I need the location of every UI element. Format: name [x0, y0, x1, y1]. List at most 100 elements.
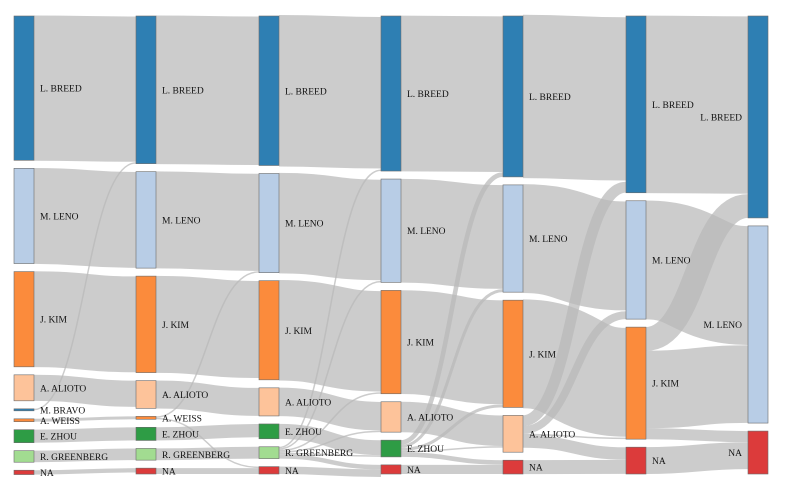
flow-link-breed-to-breed	[33, 15, 137, 162]
node-leno-round-1	[13, 168, 35, 264]
flow-link-leno-to-leno	[278, 172, 382, 281]
label-leno-round-4: M. LENO	[407, 227, 446, 237]
flow-link-alioto-to-breed	[521, 181, 628, 427]
label-na-round-6: NA	[652, 457, 666, 467]
node-kim-round-6	[625, 326, 647, 440]
label-leno-round-1: M. LENO	[40, 212, 79, 222]
node-zhou-round-2	[135, 426, 157, 441]
label-alioto-round-4: A. ALIOTO	[407, 413, 453, 423]
node-zhou-round-1	[13, 429, 35, 443]
flow-link-greenberg-to-greenberg	[33, 448, 137, 463]
node-greenberg-round-3	[258, 446, 280, 459]
flow-link-greenberg-to-greenberg	[155, 446, 260, 461]
node-leno-round-6	[625, 200, 647, 320]
candidate-nodes	[13, 15, 769, 475]
flow-link-kim-to-kim	[278, 279, 382, 392]
label-na-round-2: NA	[162, 468, 176, 478]
label-alioto-round-2: A. ALIOTO	[162, 391, 208, 401]
label-breed-round-5: L. BREED	[529, 93, 571, 103]
node-alioto-round-5	[502, 415, 524, 453]
label-leno-round-5: M. LENO	[529, 235, 568, 245]
label-kim-round-1: J. KIM	[40, 316, 67, 326]
label-breed-round-3: L. BREED	[285, 87, 327, 97]
flow-link-breed-to-breed	[278, 14, 382, 169]
node-na-round-3	[258, 466, 280, 475]
node-na-round-6	[625, 446, 647, 475]
label-kim-round-5: J. KIM	[529, 350, 556, 360]
flow-link-zhou-to-zhou	[33, 427, 137, 443]
label-na-round-5: NA	[529, 464, 543, 474]
flow-link-greenberg-to-alioto	[278, 430, 382, 453]
flow-link-na-to-na	[278, 466, 382, 477]
flow-link-alioto-to-alioto	[155, 380, 260, 416]
label-breed-round-4: L. BREED	[407, 90, 449, 100]
flow-link-weiss-to-weiss	[33, 416, 137, 422]
label-kim-round-3: J. KIM	[285, 327, 312, 337]
label-alioto-round-3: A. ALIOTO	[285, 398, 331, 408]
node-na-round-4	[380, 464, 402, 475]
node-kim-round-4	[380, 290, 402, 395]
flow-link-zhou-to-zhou	[278, 423, 382, 456]
node-greenberg-round-2	[135, 448, 157, 461]
flow-link-zhou-to-alioto	[400, 446, 504, 453]
label-greenberg-round-1: R. GREENBERG	[40, 453, 108, 463]
flow-link-leno-to-leno	[155, 171, 260, 271]
flow-link-greenberg-to-kim	[278, 392, 382, 452]
node-breed-round-4	[380, 15, 402, 172]
flow-link-greenberg-to-leno	[278, 280, 382, 450]
label-na-round-7: NA	[728, 449, 742, 459]
label-breed-round-6: L. BREED	[652, 101, 694, 111]
label-zhou-round-2: E. ZHOU	[162, 430, 199, 440]
flow-link-zhou-to-zhou	[155, 423, 260, 441]
flow-link-leno-to-leno	[33, 168, 137, 268]
node-na-round-1	[13, 469, 35, 475]
flow-link-weiss-to-leno	[155, 271, 260, 418]
label-kim-round-4: J. KIM	[407, 339, 434, 349]
flow-link-alioto-to-alioto	[400, 401, 504, 447]
node-na-round-2	[135, 467, 157, 475]
flow-link-kim-to-kim	[155, 275, 260, 379]
label-alioto-round-1: A. ALIOTO	[40, 384, 86, 394]
flow-link-weiss-to-na	[155, 417, 260, 469]
flow-link-kim-to-leno	[645, 345, 749, 429]
flow-link-zhou-to-kim	[400, 404, 504, 451]
node-weiss-round-2	[135, 416, 157, 420]
label-greenberg-round-2: R. GREENBERG	[162, 451, 230, 461]
label-kim-round-6: J. KIM	[652, 380, 679, 390]
node-breed-round-3	[258, 15, 280, 166]
flow-links	[33, 14, 751, 477]
label-zhou-round-4: E. ZHOU	[407, 445, 444, 455]
node-bravo-round-1	[13, 408, 35, 412]
label-breed-round-2: L. BREED	[162, 86, 204, 96]
node-breed-round-6	[625, 15, 647, 194]
node-breed-round-2	[135, 15, 157, 164]
label-breed-round-1: L. BREED	[40, 85, 82, 95]
label-greenberg-round-3: R. GREENBERG	[285, 449, 353, 459]
label-leno-round-6: M. LENO	[652, 256, 691, 266]
flow-link-breed-to-breed	[400, 15, 504, 172]
label-weiss-round-1: A. WEISS	[40, 417, 80, 427]
flow-link-kim-to-kim	[33, 271, 137, 373]
label-na-round-3: NA	[285, 467, 299, 477]
node-alioto-round-2	[135, 380, 157, 409]
node-leno-round-7	[747, 225, 769, 424]
node-kim-round-3	[258, 280, 280, 381]
flow-link-leno-to-leno	[521, 184, 628, 311]
node-alioto-round-3	[258, 387, 280, 417]
flow-link-leno-to-leno	[400, 178, 504, 289]
label-zhou-round-1: E. ZHOU	[40, 433, 77, 443]
flow-link-kim-to-na	[645, 428, 749, 443]
node-kim-round-5	[502, 299, 524, 408]
flow-link-breed-to-breed	[645, 15, 749, 194]
node-na-round-7	[747, 430, 769, 475]
flow-link-greenberg-to-na	[278, 454, 382, 470]
node-zhou-round-4	[380, 439, 402, 458]
node-leno-round-3	[258, 173, 280, 273]
label-leno-round-3: M. LENO	[285, 220, 324, 230]
label-weiss-round-2: A. WEISS	[162, 414, 202, 424]
flow-link-na-to-na	[33, 468, 137, 475]
flow-link-bravo-to-breed	[33, 162, 137, 411]
node-breed-round-5	[502, 15, 524, 178]
